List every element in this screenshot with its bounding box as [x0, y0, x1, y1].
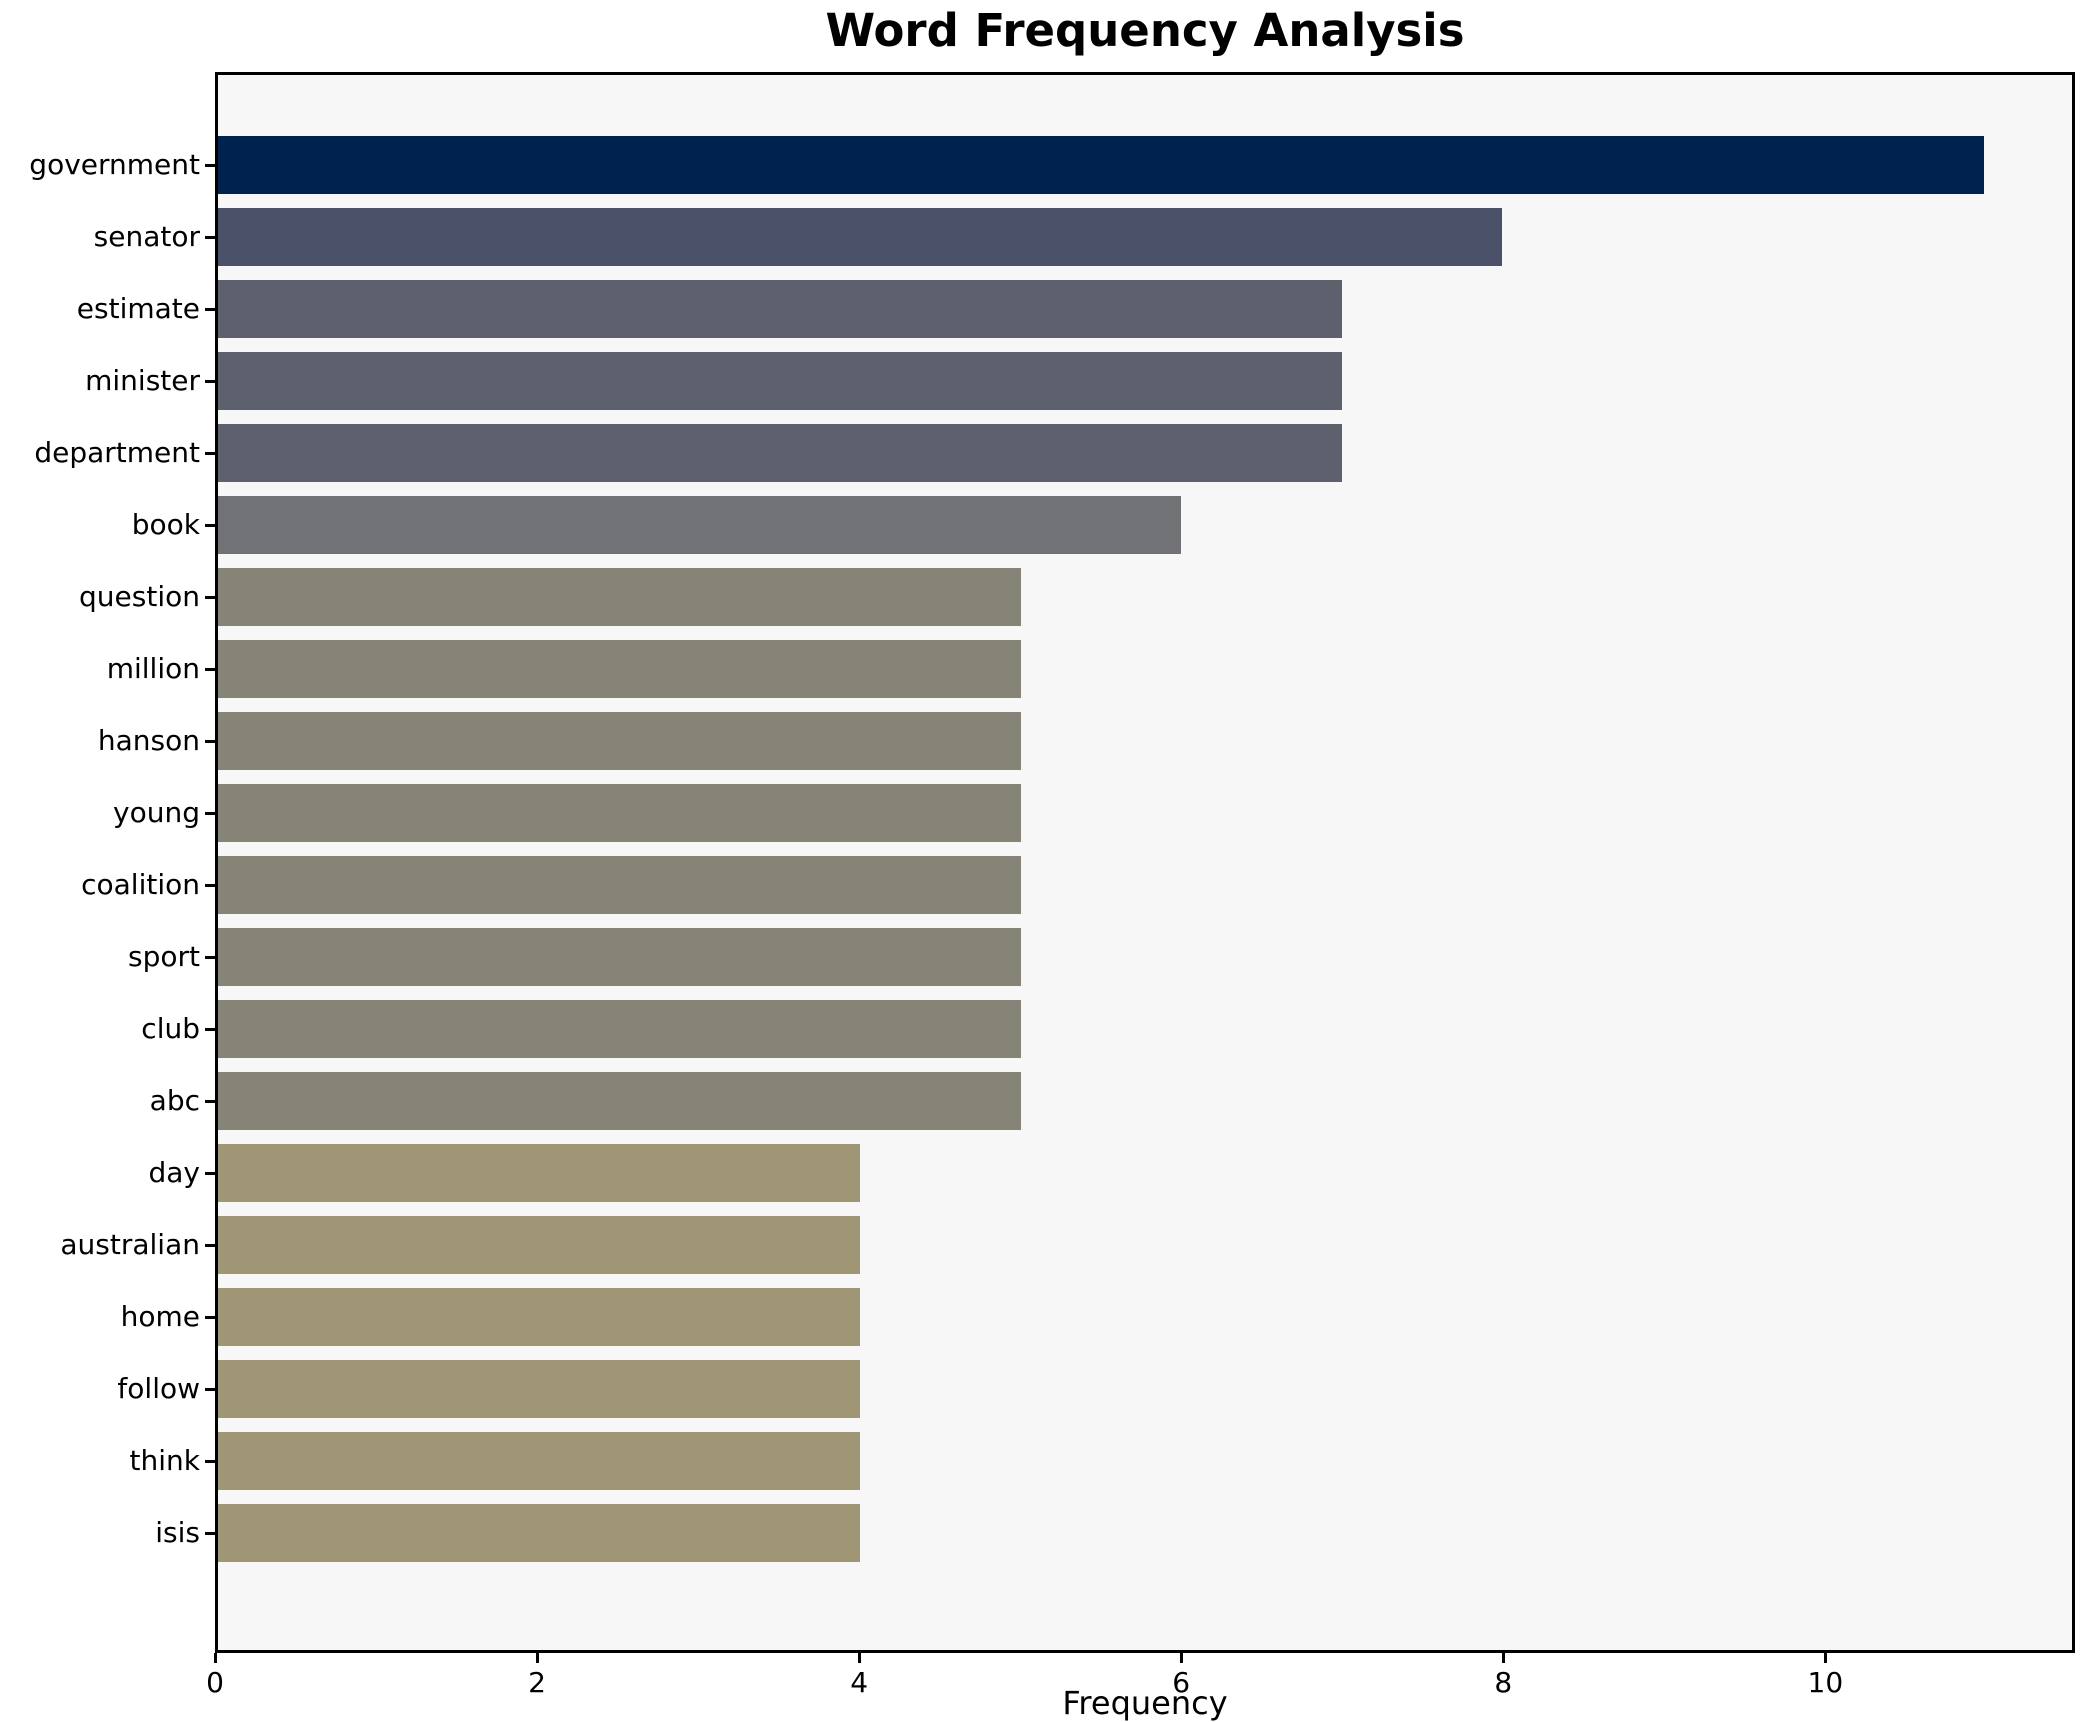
- chart-title: Word Frequency Analysis: [825, 4, 1465, 57]
- y-tick-label-home: home: [120, 1300, 200, 1333]
- y-tick-label-abc: abc: [149, 1084, 200, 1117]
- y-tick-label-isis: isis: [155, 1516, 200, 1549]
- x-tick-mark: [213, 1653, 217, 1663]
- y-tick-mark: [205, 451, 215, 455]
- bar-million: [218, 640, 1021, 698]
- y-axis-labels: government senator estimate minister departm…: [0, 72, 200, 1653]
- y-tick-label-million: million: [106, 652, 200, 685]
- y-tick-label-estimate: estimate: [76, 292, 200, 325]
- bar-coalition: [218, 856, 1021, 914]
- y-tick-label-club: club: [141, 1012, 200, 1045]
- y-tick-label-book: book: [131, 508, 200, 541]
- bar-club: [218, 1000, 1021, 1058]
- y-tick-mark: [205, 1387, 215, 1391]
- x-tick-mark: [857, 1653, 861, 1663]
- y-tick-label-young: young: [113, 796, 200, 829]
- bar-government: [218, 136, 1984, 194]
- x-tick-mark: [1179, 1653, 1183, 1663]
- x-tick-label-0: 0: [206, 1666, 224, 1699]
- bar-minister: [218, 352, 1342, 410]
- y-tick-label-minister: minister: [85, 364, 200, 397]
- y-tick-mark: [205, 739, 215, 743]
- x-tick-label-2: 2: [528, 1666, 546, 1699]
- y-tick-mark: [205, 307, 215, 311]
- y-tick-mark: [205, 379, 215, 383]
- bar-day: [218, 1144, 861, 1202]
- bar-abc: [218, 1072, 1021, 1130]
- y-tick-mark: [205, 955, 215, 959]
- bar-book: [218, 496, 1182, 554]
- x-tick-label-8: 8: [1494, 1666, 1513, 1699]
- plot-area: [215, 72, 2075, 1653]
- x-tick-label-6: 6: [1172, 1666, 1191, 1699]
- bar-question: [218, 568, 1021, 626]
- y-tick-mark: [205, 1531, 215, 1535]
- y-tick-mark: [205, 523, 215, 527]
- y-tick-label-department: department: [34, 436, 200, 469]
- bar-isis: [218, 1504, 861, 1562]
- x-tick-mark: [1823, 1653, 1827, 1663]
- bar-follow: [218, 1360, 861, 1418]
- bar-department: [218, 424, 1342, 482]
- y-tick-mark: [205, 1027, 215, 1031]
- x-tick-label-10: 10: [1807, 1666, 1844, 1699]
- bar-hanson: [218, 712, 1021, 770]
- y-tick-mark: [205, 235, 215, 239]
- y-tick-mark: [205, 1315, 215, 1319]
- y-tick-label-australian: australian: [60, 1228, 200, 1261]
- y-tick-mark: [205, 595, 215, 599]
- bar-australian: [218, 1216, 861, 1274]
- bar-home: [218, 1288, 861, 1346]
- y-tick-label-sport: sport: [128, 940, 200, 973]
- bar-young: [218, 784, 1021, 842]
- bar-senator: [218, 208, 1503, 266]
- y-tick-label-day: day: [148, 1156, 200, 1189]
- y-tick-mark: [205, 1459, 215, 1463]
- y-tick-mark: [205, 883, 215, 887]
- y-tick-mark: [205, 1099, 215, 1103]
- bar-sport: [218, 928, 1021, 986]
- y-tick-label-government: government: [29, 148, 200, 181]
- x-tick-mark: [535, 1653, 539, 1663]
- x-tick-mark: [1501, 1653, 1505, 1663]
- bar-think: [218, 1432, 861, 1490]
- y-tick-mark: [205, 1243, 215, 1247]
- x-axis-label: Frequency: [1062, 1684, 1228, 1722]
- y-tick-label-follow: follow: [117, 1372, 200, 1405]
- y-tick-label-hanson: hanson: [97, 724, 200, 757]
- x-tick-label-4: 4: [850, 1666, 869, 1699]
- y-tick-mark: [205, 1171, 215, 1175]
- bar-estimate: [218, 280, 1342, 338]
- y-tick-mark: [205, 811, 215, 815]
- y-tick-label-coalition: coalition: [81, 868, 200, 901]
- y-tick-label-question: question: [79, 580, 200, 613]
- y-tick-label-think: think: [129, 1444, 200, 1477]
- y-tick-mark: [205, 667, 215, 671]
- y-tick-mark: [205, 163, 215, 167]
- y-tick-label-senator: senator: [93, 220, 200, 253]
